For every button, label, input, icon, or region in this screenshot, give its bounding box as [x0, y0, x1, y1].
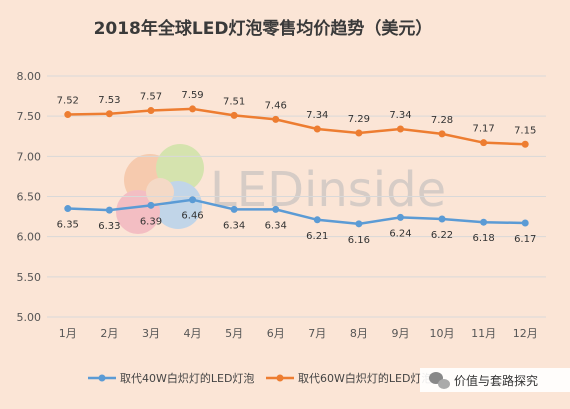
data-label: 7.15: [514, 125, 536, 136]
x-tick-label: 5月: [225, 327, 243, 340]
y-tick-label: 7.00: [17, 150, 42, 163]
data-label: 6.46: [181, 211, 203, 222]
data-point: [189, 105, 197, 113]
wechat-icon: [429, 372, 450, 389]
data-point: [438, 215, 446, 223]
data-label: 6.17: [514, 234, 536, 245]
legend-label-60w: 取代60W白炽灯的LED灯泡: [298, 371, 432, 385]
data-label: 7.53: [98, 95, 120, 106]
x-tick-label: 3月: [142, 327, 160, 340]
data-point: [521, 140, 529, 148]
data-point: [230, 111, 238, 119]
data-label: 7.52: [57, 96, 79, 107]
data-label: 6.34: [265, 220, 287, 231]
chart-title: 2018年全球LED灯泡零售均价趋势（美元）: [94, 18, 433, 39]
data-label: 7.59: [181, 90, 203, 101]
y-tick-label: 7.50: [17, 110, 42, 123]
data-point: [313, 125, 321, 133]
x-tick-label: 6月: [267, 327, 285, 340]
data-label: 6.35: [57, 220, 79, 231]
data-label: 6.21: [306, 231, 328, 242]
x-tick-label: 9月: [391, 327, 409, 340]
data-label: 6.24: [389, 228, 411, 239]
data-label: 7.34: [389, 110, 411, 121]
x-axis: 1月 2月 3月 4月 5月 6月 7月 8月 9月 10月 11月 12月: [59, 327, 538, 340]
legend-marker-40w: [98, 374, 106, 382]
x-tick-label: 8月: [350, 327, 368, 340]
data-label: 7.51: [223, 96, 245, 107]
y-tick-label: 5.00: [17, 311, 42, 324]
data-point: [147, 107, 155, 115]
series-0: 6.35 6.33 6.39 6.46 6.34 6.34 6.21 6.16 6.24 6.22…: [57, 196, 536, 246]
data-point: [396, 125, 404, 133]
data-point: [230, 205, 238, 213]
data-label: 6.22: [431, 230, 453, 241]
data-point: [480, 139, 488, 147]
data-point: [313, 216, 321, 224]
wechat-account-name: 价值与套路探究: [454, 373, 538, 388]
legend-label-40w: 取代40W白炽灯的LED灯泡: [120, 371, 254, 385]
y-tick-label: 6.00: [17, 231, 42, 244]
data-point: [480, 218, 488, 226]
data-point: [189, 196, 197, 204]
data-label: 6.16: [348, 235, 370, 246]
series-layer: 6.35 6.33 6.39 6.46 6.34 6.34 6.21 6.16 6.24 6.22…: [57, 90, 537, 246]
data-label: 6.33: [98, 221, 120, 232]
y-axis: 5.00 5.50 6.00 6.50 7.00 7.50 8.00: [17, 70, 42, 324]
data-point: [396, 213, 404, 221]
series-1: 7.52 7.53 7.57 7.59 7.51 7.46 7.34 7.29 7.34 7.28…: [57, 90, 536, 148]
x-tick-label: 10月: [430, 327, 455, 340]
data-label: 7.29: [348, 114, 370, 125]
data-point: [438, 130, 446, 138]
y-tick-label: 8.00: [17, 70, 42, 83]
series-line: [67, 198, 526, 226]
grid-lines: [47, 75, 546, 318]
x-tick-label: 2月: [100, 327, 118, 340]
y-tick-label: 5.50: [17, 271, 42, 284]
data-point: [105, 110, 113, 118]
data-point: [521, 219, 529, 227]
data-label: 7.34: [306, 110, 328, 121]
data-point: [64, 111, 72, 119]
data-point: [147, 201, 155, 209]
data-label: 7.57: [140, 92, 162, 103]
data-point: [272, 205, 280, 213]
data-label: 6.18: [472, 233, 494, 244]
x-tick-label: 12月: [513, 327, 538, 340]
data-point: [105, 206, 113, 214]
data-point: [64, 205, 72, 213]
data-label: 6.34: [223, 220, 245, 231]
wechat-badge: 价值与套路探究: [420, 368, 570, 392]
legend: 取代40W白炽灯的LED灯泡 取代60W白炽灯的LED灯泡: [88, 371, 432, 385]
data-point: [355, 220, 363, 228]
data-point: [272, 115, 280, 123]
x-tick-label: 7月: [308, 327, 326, 340]
x-tick-label: 11月: [471, 327, 496, 340]
y-tick-label: 6.50: [17, 191, 42, 204]
data-label: 7.46: [265, 100, 287, 111]
data-label: 7.17: [472, 124, 494, 135]
data-label: 7.28: [431, 115, 453, 126]
data-label: 6.39: [140, 216, 162, 227]
series-line: [67, 107, 526, 146]
x-tick-label: 1月: [59, 327, 77, 340]
data-point: [355, 129, 363, 137]
legend-marker-60w: [276, 374, 284, 382]
x-tick-label: 4月: [184, 327, 202, 340]
